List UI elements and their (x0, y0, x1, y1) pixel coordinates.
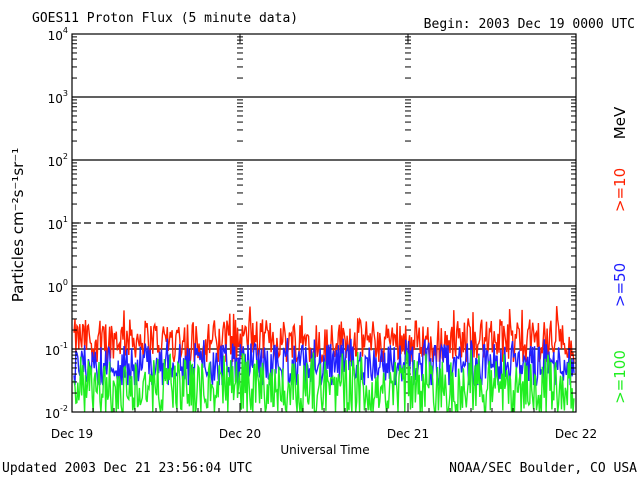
legend-entry: >=50 (611, 263, 629, 307)
legend: MeV >=10 >=50 >=100 (611, 106, 629, 404)
label-layer: 10-2 10-1 100 101 102 103 104 Dec 19 Dec 20 Dec 2… (45, 26, 597, 441)
y-tick-label: 104 (48, 26, 68, 43)
x-axis-label: Universal Time (280, 443, 369, 457)
x-tick-label: Dec 22 (555, 427, 597, 441)
y-tick-label: 100 (48, 278, 68, 295)
begin-time: Begin: 2003 Dec 19 0000 UTC (423, 17, 635, 32)
legend-entry: >=10 (611, 168, 629, 212)
chart-title: GOES11 Proton Flux (5 minute data) (32, 11, 299, 26)
x-tick-label: Dec 21 (387, 427, 429, 441)
x-tick-label: Dec 19 (51, 427, 93, 441)
data-layer (73, 306, 575, 413)
y-tick-label: 103 (48, 89, 68, 106)
legend-unit: MeV (611, 106, 629, 139)
y-tick-label: 10-2 (45, 404, 68, 421)
updated-time: Updated 2003 Dec 21 23:56:04 UTC (2, 461, 253, 476)
y-tick-label: 10-1 (45, 341, 68, 358)
y-axis-label: Particles cm⁻²s⁻¹sr⁻¹ (9, 148, 27, 302)
series-line-0 (73, 306, 575, 363)
legend-entry: >=100 (611, 350, 629, 404)
x-tick-label: Dec 20 (219, 427, 261, 441)
axis-layer (71, 33, 577, 413)
data-source: NOAA/SEC Boulder, CO USA (449, 461, 637, 476)
y-tick-label: 102 (48, 152, 68, 169)
series-line-2 (73, 349, 575, 413)
y-tick-label: 101 (48, 215, 68, 232)
